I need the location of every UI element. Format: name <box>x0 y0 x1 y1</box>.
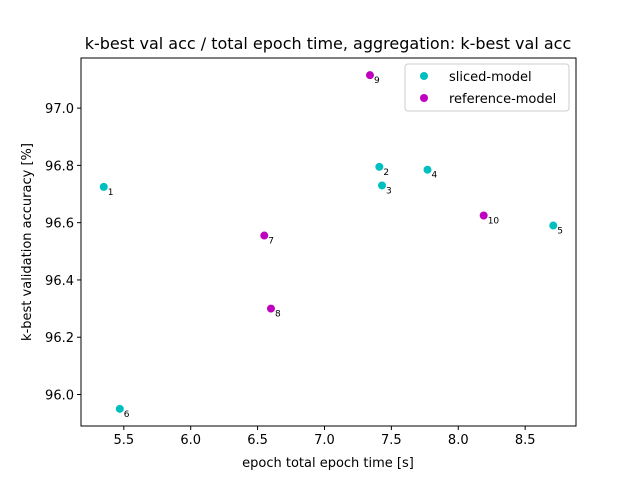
point-label-5: 5 <box>557 227 563 237</box>
y-axis: 96.0 96.2 96.4 96.6 96.8 97.0 <box>45 102 81 403</box>
point-label-10: 10 <box>488 217 500 227</box>
y-tick-label: 97.0 <box>45 102 74 117</box>
x-tick-label: 6.5 <box>247 433 268 448</box>
data-point-2 <box>375 162 384 171</box>
legend-label-reference-model: reference-model <box>449 92 556 107</box>
x-tick-label: 8.5 <box>515 433 536 448</box>
y-tick-label: 96.4 <box>45 274 74 289</box>
point-label-1: 1 <box>108 188 114 198</box>
data-point-9 <box>365 71 374 80</box>
point-label-3: 3 <box>386 186 392 196</box>
data-points: 1 2 3 4 5 6 7 8 9 10 <box>99 71 563 420</box>
data-point-5 <box>549 221 558 230</box>
y-tick-label: 96.8 <box>45 159 74 174</box>
point-label-7: 7 <box>268 237 274 247</box>
legend-label-sliced-model: sliced-model <box>449 70 532 85</box>
data-point-6 <box>115 404 124 413</box>
x-tick-label: 8.0 <box>448 433 469 448</box>
x-tick-label: 6.0 <box>180 433 201 448</box>
point-label-8: 8 <box>275 310 281 320</box>
x-axis: 5.5 6.0 6.5 7.0 7.5 8.0 8.5 <box>113 426 536 448</box>
legend-marker-sliced-model <box>420 72 428 80</box>
legend: sliced-model reference-model <box>404 63 570 112</box>
x-tick-label: 5.5 <box>113 433 134 448</box>
data-point-7 <box>260 231 269 240</box>
y-tick-label: 96.2 <box>45 331 74 346</box>
legend-box <box>404 63 570 112</box>
y-tick-label: 96.6 <box>45 217 74 232</box>
point-label-9: 9 <box>374 76 380 86</box>
point-label-6: 6 <box>124 410 130 420</box>
plot-area <box>80 57 577 427</box>
legend-marker-reference-model <box>420 94 428 102</box>
y-tick-label: 96.0 <box>45 388 74 403</box>
point-label-4: 4 <box>432 171 438 181</box>
data-point-3 <box>378 181 387 190</box>
point-label-2: 2 <box>383 168 389 178</box>
x-tick-label: 7.5 <box>381 433 402 448</box>
data-point-1 <box>99 182 108 191</box>
data-point-4 <box>423 165 432 174</box>
data-point-8 <box>266 304 275 313</box>
chart-title: k-best val acc / total epoch time, aggre… <box>85 34 572 53</box>
data-point-10 <box>479 211 488 220</box>
x-tick-label: 7.0 <box>314 433 335 448</box>
y-axis-label: k-best validation accuracy [%] <box>20 143 35 341</box>
x-axis-label: epoch total epoch time [s] <box>242 456 414 471</box>
